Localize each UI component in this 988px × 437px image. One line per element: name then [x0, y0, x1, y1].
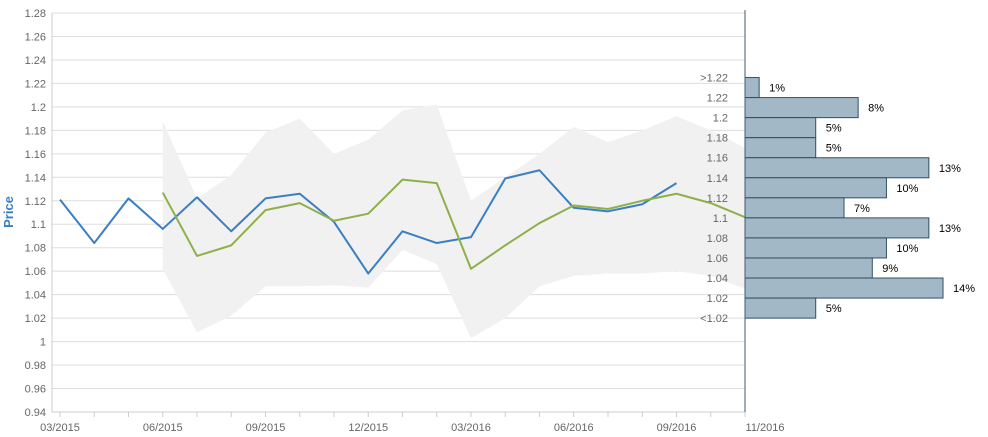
- y-tick-label: 1.04: [25, 290, 46, 302]
- histogram-bar: [744, 277, 944, 299]
- y-axis-label: Price: [1, 196, 16, 228]
- histogram-bar-label: 10%: [896, 183, 918, 195]
- x-tick-label: 03/2015: [40, 422, 80, 434]
- histogram-bin-label: 1.06: [707, 253, 728, 265]
- histogram-bar-label: 7%: [854, 203, 870, 215]
- x-tick-label: 09/2015: [246, 422, 286, 434]
- histogram: 1% 8% 5% 5% 13% 10% 7% 13% 10% 9% 14% 5% >1.22 1.22 1.…: [700, 73, 975, 326]
- histogram-bin-label: 1.14: [707, 173, 728, 185]
- histogram-bin-label: >1.22: [700, 73, 728, 85]
- y-tick-label: 1.08: [25, 243, 46, 255]
- histogram-bar: [744, 217, 930, 239]
- y-tick-label: 1.28: [25, 8, 46, 20]
- y-tick-label: 1.14: [25, 172, 46, 184]
- histogram-bar: [744, 257, 873, 279]
- y-tick-label: 1.18: [25, 125, 46, 137]
- x-tick-label: 11/2016: [746, 422, 785, 434]
- histogram-bar: [744, 97, 859, 119]
- histogram-bar: [744, 237, 887, 259]
- y-tick-label: 0.94: [25, 407, 46, 419]
- histogram-bar-label: 14%: [953, 283, 975, 295]
- histogram-bar-label: 13%: [939, 223, 961, 235]
- histogram-bin-label: 1.04: [707, 273, 728, 285]
- histogram-bar: [744, 117, 817, 139]
- y-tick-label: 1.22: [25, 78, 46, 90]
- series-lines: [59, 169, 746, 275]
- y-tick-label: 0.96: [25, 384, 46, 396]
- histogram-bin-label: 1.02: [707, 293, 728, 305]
- histogram-bin-label: 1.18: [707, 133, 728, 145]
- x-tick-label: 12/2015: [348, 422, 388, 434]
- series-line-1: [59, 169, 678, 275]
- histogram-bar: [744, 177, 887, 199]
- x-tick-label: 06/2015: [143, 422, 183, 434]
- y-tick-label: 1.26: [25, 31, 46, 43]
- y-tick-label: 1: [40, 337, 46, 349]
- histogram-bar: [744, 137, 817, 159]
- x-tick-label: 09/2016: [657, 422, 697, 434]
- y-tick-label: 1.2: [31, 102, 46, 114]
- histogram-bar: [744, 197, 845, 219]
- axes: 0.94 0.96 0.98 1 1.02 1.04 1.06 1.08 1.1 1.12 1.14…: [25, 8, 785, 434]
- histogram-bin-label: <1.02: [700, 313, 728, 325]
- histogram-bin-label: 1.2: [713, 113, 728, 125]
- histogram-bin-label: 1.16: [707, 153, 728, 165]
- range-band-group: [162, 104, 745, 339]
- histogram-bar: [744, 77, 760, 99]
- histogram-bin-label: 1.22: [707, 93, 728, 105]
- series-line-2: [161, 178, 746, 270]
- histogram-bar-label: 8%: [868, 103, 884, 115]
- histogram-bin-label: 1.08: [707, 233, 728, 245]
- y-tick-label: 1.24: [25, 55, 46, 67]
- range-band: [162, 104, 745, 339]
- histogram-bin-label: 1.12: [707, 193, 728, 205]
- y-tick-label: 1.1: [31, 219, 46, 231]
- histogram-bar-label: 5%: [826, 303, 842, 315]
- histogram-bar-label: 10%: [896, 243, 918, 255]
- y-tick-label: 0.98: [25, 360, 46, 372]
- histogram-bar-label: 1%: [769, 83, 785, 95]
- y-tick-label: 1.06: [25, 266, 46, 278]
- histogram-bar-label: 9%: [882, 263, 898, 275]
- histogram-bar-label: 5%: [826, 123, 842, 135]
- histogram-bar: [744, 157, 930, 179]
- y-tick-label: 1.12: [25, 196, 46, 208]
- histogram-bin-label: 1.1: [713, 213, 728, 225]
- x-tick-label: 03/2016: [451, 422, 491, 434]
- histogram-bar-label: 13%: [939, 163, 961, 175]
- y-tick-label: 1.02: [25, 313, 46, 325]
- histogram-bar-label: 5%: [826, 143, 842, 155]
- histogram-bar: [744, 297, 817, 319]
- y-tick-label: 1.16: [25, 149, 46, 161]
- x-tick-label: 06/2016: [554, 422, 594, 434]
